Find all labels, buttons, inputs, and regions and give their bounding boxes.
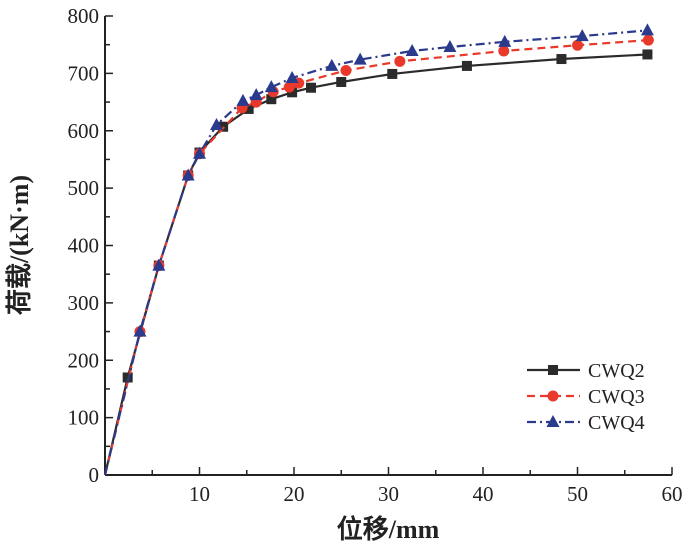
data-point-triangle <box>249 88 263 101</box>
y-tick-label: 200 <box>68 348 100 372</box>
data-point-square <box>266 94 277 105</box>
y-tick-label: 0 <box>89 463 100 487</box>
data-point-square <box>461 60 472 71</box>
data-point-circle <box>340 65 352 77</box>
y-tick-label: 100 <box>68 406 100 430</box>
data-point-triangle <box>181 168 195 181</box>
data-point-square <box>548 365 558 375</box>
data-point-circle <box>547 390 559 402</box>
x-tick-label: 30 <box>378 482 399 506</box>
data-point-circle <box>572 39 583 51</box>
legend: CWQ2 CWQ3 CWQ4 <box>527 360 645 434</box>
data-point-triangle <box>546 415 560 427</box>
y-tick-label: 700 <box>68 61 100 85</box>
data-point-triangle <box>443 39 457 52</box>
data-point-circle <box>283 81 295 93</box>
series-layer <box>103 23 654 476</box>
series-cwq3 <box>103 34 654 476</box>
data-point-triangle <box>285 70 299 83</box>
data-point-circle <box>394 55 406 67</box>
x-tick-label: 50 <box>567 482 588 506</box>
x-axis-label: 位移/mm <box>337 514 440 544</box>
data-point-triangle <box>353 52 367 65</box>
data-point-triangle <box>193 146 206 159</box>
series-cwq4 <box>103 23 654 476</box>
data-point-square <box>387 68 398 79</box>
data-point-triangle <box>640 23 654 36</box>
data-point-triangle <box>405 43 419 56</box>
data-point-circle <box>498 45 510 57</box>
data-point-triangle <box>264 80 278 93</box>
data-point-triangle <box>210 118 224 131</box>
series-line <box>103 53 648 476</box>
x-tick-label: 10 <box>189 482 210 506</box>
data-point-square <box>287 87 298 98</box>
data-point-square <box>306 82 317 93</box>
x-tick-label: 40 <box>473 482 494 506</box>
series-line <box>103 29 648 476</box>
y-axis-label: 荷载/(kN·m) <box>5 175 34 315</box>
data-point-triangle <box>236 93 250 106</box>
data-point-circle <box>642 34 654 46</box>
data-point-triangle <box>152 258 166 271</box>
y-tick-label: 500 <box>68 176 100 200</box>
series-cwq2 <box>103 49 653 476</box>
data-point-triangle <box>575 29 589 42</box>
data-point-square <box>556 54 567 65</box>
legend-label: CWQ4 <box>588 412 645 434</box>
data-point-square <box>243 103 254 114</box>
series-line <box>103 39 649 476</box>
legend-label: CWQ3 <box>588 386 645 408</box>
y-tick-label: 400 <box>68 234 100 258</box>
x-tick-label: 60 <box>662 482 683 506</box>
y-tick-label: 300 <box>68 291 100 315</box>
legend-label: CWQ2 <box>588 360 645 382</box>
data-point-triangle <box>498 34 512 47</box>
y-tick-label: 600 <box>68 119 100 143</box>
data-point-square <box>642 49 653 60</box>
y-tick-label: 800 <box>68 4 100 28</box>
data-point-triangle <box>133 324 147 337</box>
x-tick-label: 20 <box>284 482 305 506</box>
data-point-square <box>336 76 347 87</box>
data-point-triangle <box>325 58 339 71</box>
